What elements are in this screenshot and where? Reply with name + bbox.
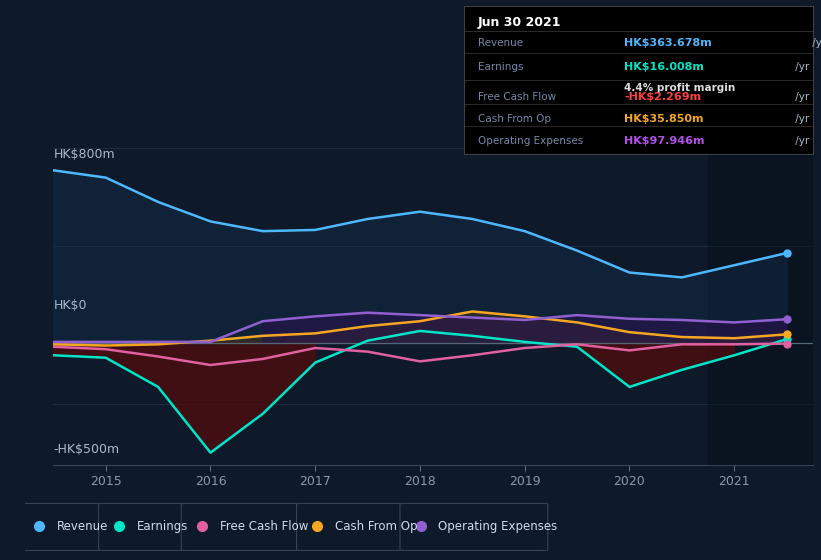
FancyBboxPatch shape [400, 503, 548, 550]
Text: HK$35.850m: HK$35.850m [624, 114, 704, 124]
FancyBboxPatch shape [296, 503, 406, 550]
Text: Free Cash Flow: Free Cash Flow [478, 92, 556, 102]
Text: Jun 30 2021: Jun 30 2021 [478, 16, 562, 29]
Text: Cash From Op: Cash From Op [478, 114, 551, 124]
Text: Revenue: Revenue [57, 520, 108, 533]
Text: HK$16.008m: HK$16.008m [624, 62, 704, 72]
Text: /yr: /yr [809, 38, 821, 48]
FancyBboxPatch shape [181, 503, 302, 550]
Text: Operating Expenses: Operating Expenses [478, 136, 583, 146]
Text: 4.4% profit margin: 4.4% profit margin [624, 83, 736, 93]
Text: Revenue: Revenue [478, 38, 523, 48]
Text: /yr: /yr [791, 136, 810, 146]
Text: HK$97.946m: HK$97.946m [624, 136, 705, 146]
FancyBboxPatch shape [99, 503, 187, 550]
Text: Cash From Op: Cash From Op [335, 520, 417, 533]
Text: /yr: /yr [791, 114, 810, 124]
FancyBboxPatch shape [19, 503, 104, 550]
Text: HK$0: HK$0 [53, 298, 87, 312]
Text: Free Cash Flow: Free Cash Flow [220, 520, 308, 533]
Text: Earnings: Earnings [478, 62, 523, 72]
Text: /yr: /yr [791, 92, 810, 102]
Bar [708, 148, 813, 465]
Text: Earnings: Earnings [137, 520, 188, 533]
Text: /yr: /yr [791, 62, 810, 72]
Text: Operating Expenses: Operating Expenses [438, 520, 557, 533]
Text: -HK$500m: -HK$500m [53, 444, 120, 456]
Text: -HK$2.269m: -HK$2.269m [624, 92, 701, 102]
Text: HK$800m: HK$800m [53, 148, 115, 161]
Text: HK$363.678m: HK$363.678m [624, 38, 712, 48]
